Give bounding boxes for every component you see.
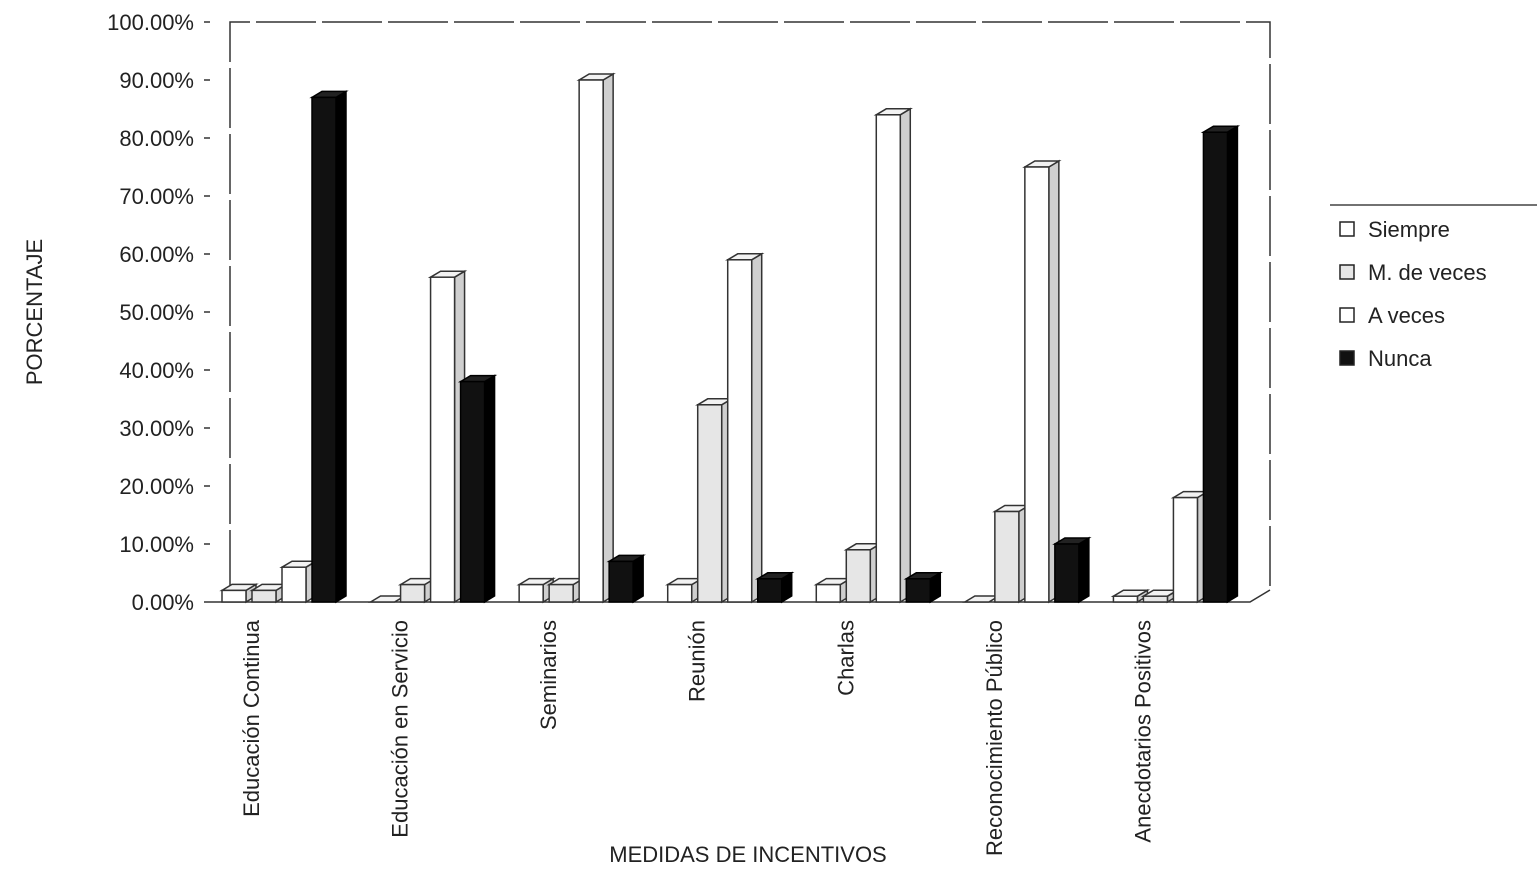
bar [813, 577, 853, 604]
y-tick-label: 40.00% [119, 358, 194, 383]
bar [279, 559, 319, 604]
legend-label: A veces [1368, 303, 1445, 328]
bar-side [899, 107, 912, 604]
bar [992, 504, 1032, 604]
bar-front [459, 380, 486, 603]
y-tick-label: 90.00% [119, 68, 194, 93]
bar [903, 571, 943, 604]
bar-front [1112, 595, 1139, 603]
bar-front [518, 583, 544, 603]
y-tick-label: 70.00% [119, 184, 194, 209]
bar-side [750, 252, 763, 604]
bar-front [578, 79, 604, 603]
bar-top [962, 595, 1002, 603]
x-tick-label: Seminarios [536, 620, 561, 730]
bar [695, 397, 735, 604]
y-axis-label: PORCENTAJE [22, 239, 47, 385]
bar-side [335, 90, 347, 604]
y-tick-label: 30.00% [119, 416, 194, 441]
y-tick-label: 20.00% [119, 474, 194, 499]
bar [962, 595, 1002, 603]
bar [219, 583, 259, 604]
x-tick-label: Educación Continua [239, 619, 264, 817]
bar-front [608, 560, 634, 603]
bar-front [221, 589, 247, 603]
bar-front [1142, 595, 1169, 603]
bar-front [845, 549, 872, 603]
x-tick-label: Reconocimiento Público [982, 620, 1007, 856]
y-tick-label: 10.00% [119, 532, 194, 557]
bar [576, 72, 616, 604]
bar-front [311, 96, 337, 603]
bar [1052, 536, 1092, 604]
bar-front [281, 566, 307, 603]
bar [606, 554, 646, 604]
bar [873, 107, 913, 604]
bar-front [548, 583, 574, 603]
bar [665, 577, 705, 604]
bar-side [602, 72, 614, 604]
legend-swatch [1339, 350, 1355, 366]
bar-front [905, 578, 932, 603]
bar [843, 542, 883, 604]
bar [457, 374, 498, 604]
bar-front [1172, 496, 1199, 603]
bar-front [251, 589, 277, 603]
bar-side [483, 374, 496, 604]
bar-side [1048, 159, 1060, 604]
bar-front [1054, 543, 1080, 603]
x-tick-label: Anecdotarios Positivos [1130, 620, 1155, 843]
bar-front [756, 578, 783, 603]
bar [1170, 490, 1211, 604]
bar-front [994, 510, 1020, 603]
y-tick-label: 0.00% [132, 590, 194, 615]
bar-top [367, 595, 408, 603]
bar-front [815, 583, 842, 603]
bar [397, 577, 438, 604]
y-tick-label: 100.00% [107, 10, 194, 35]
legend-label: M. de veces [1368, 260, 1487, 285]
bar [367, 595, 408, 603]
bar [1022, 159, 1062, 604]
legend-swatch [1339, 221, 1355, 237]
bar-front [726, 259, 753, 603]
y-tick-label: 80.00% [119, 126, 194, 151]
bar [427, 269, 468, 604]
bar [516, 577, 556, 604]
x-tick-label: Reunión [685, 620, 710, 702]
bar-side [1078, 536, 1090, 604]
bar-side [632, 554, 644, 604]
y-tick-label: 50.00% [119, 300, 194, 325]
bar-front [1202, 131, 1229, 603]
bar-front [875, 114, 902, 603]
bar-front [666, 583, 693, 603]
bar [309, 90, 349, 604]
bar [249, 583, 289, 604]
bar [1200, 124, 1241, 604]
bar [755, 571, 795, 604]
plot-frame [229, 21, 1271, 590]
bar-front [696, 404, 723, 603]
y-tick-label: 60.00% [119, 242, 194, 267]
x-axis-label: MEDIDAS DE INCENTIVOS [609, 842, 886, 867]
bar-front [429, 276, 456, 603]
bar [1140, 588, 1181, 604]
legend-label: Nunca [1368, 346, 1432, 371]
bar [546, 577, 586, 604]
legend-swatch [1339, 307, 1355, 323]
x-tick-label: Educación en Servicio [388, 620, 413, 838]
legend-label: Siempre [1368, 217, 1450, 242]
x-tick-label: Charlas [833, 620, 858, 696]
bar-side [1226, 124, 1239, 604]
bar-front [399, 583, 426, 603]
bar [725, 252, 765, 604]
legend-swatch [1339, 264, 1355, 280]
bar-front [1024, 166, 1050, 603]
